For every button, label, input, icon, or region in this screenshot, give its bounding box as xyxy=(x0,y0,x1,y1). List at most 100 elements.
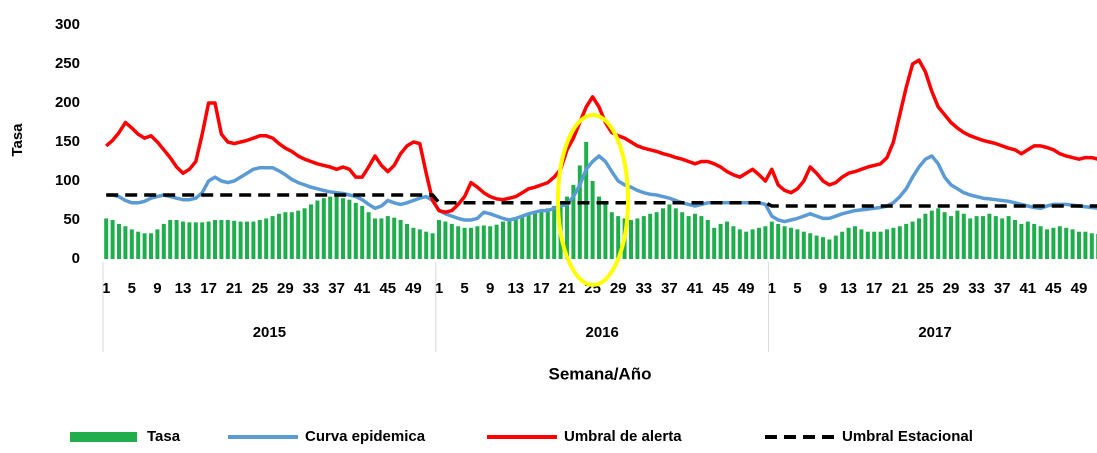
x-tick-label: 49 xyxy=(1071,280,1088,297)
bar xyxy=(680,212,685,259)
bar xyxy=(923,213,928,259)
bar xyxy=(264,218,269,259)
x-tick-label: 33 xyxy=(968,280,985,297)
bar xyxy=(1057,226,1062,259)
bar xyxy=(283,212,288,259)
plot-area: 1 5 9 13 17 21 25 29 33 37 41 45 49 1 5 9 13 17 21 25 29 33 37… xyxy=(102,58,1097,352)
bar xyxy=(565,196,569,259)
bar xyxy=(347,199,352,259)
bar xyxy=(987,213,992,259)
bar xyxy=(193,222,198,259)
bar xyxy=(181,221,185,259)
bar xyxy=(795,229,800,259)
bar xyxy=(462,227,467,259)
bar xyxy=(872,231,877,259)
bar xyxy=(1038,226,1043,259)
line xyxy=(105,58,1097,214)
bar xyxy=(1051,227,1056,259)
bar xyxy=(846,227,851,259)
bar xyxy=(673,208,678,259)
bar xyxy=(603,204,608,259)
x-tick-label: 1 xyxy=(435,280,443,297)
bar xyxy=(360,205,365,259)
bar xyxy=(929,210,934,259)
x-tick-label: 49 xyxy=(405,280,422,297)
bar xyxy=(853,226,857,259)
bar xyxy=(814,235,819,259)
bar xyxy=(501,221,505,259)
bar xyxy=(757,227,761,259)
x-tick-label: 9 xyxy=(819,280,827,297)
x-tick-label: 33 xyxy=(303,280,320,297)
bar xyxy=(718,223,723,259)
x-tick-label: 1 xyxy=(768,280,776,297)
bar xyxy=(827,239,832,259)
bar xyxy=(577,165,582,259)
bar xyxy=(321,198,326,259)
bar xyxy=(597,196,601,259)
bar xyxy=(123,226,128,259)
bar xyxy=(776,223,781,259)
bar xyxy=(539,210,544,259)
bar xyxy=(213,220,217,259)
bar xyxy=(424,231,429,259)
bar xyxy=(981,216,985,259)
bar xyxy=(277,213,281,259)
bar xyxy=(571,184,576,259)
bar xyxy=(251,221,256,259)
bar xyxy=(411,227,416,259)
bar xyxy=(955,210,960,259)
bar xyxy=(1000,218,1005,259)
bar xyxy=(1032,223,1037,259)
bar xyxy=(481,225,486,259)
bar xyxy=(443,221,448,259)
x-tick-label: 29 xyxy=(943,280,960,297)
x-tick-label: 25 xyxy=(251,280,268,297)
bar xyxy=(1025,221,1030,259)
bar xyxy=(117,223,121,259)
bar xyxy=(373,218,377,259)
bar xyxy=(257,220,262,259)
x-tick-label: 45 xyxy=(712,280,729,297)
bar xyxy=(661,208,665,259)
bar xyxy=(142,233,147,259)
x-tick-label: 37 xyxy=(994,280,1011,297)
x-tick-label: 5 xyxy=(793,280,801,297)
bar xyxy=(149,233,153,259)
bar xyxy=(949,216,953,259)
x-tick-label: 1 xyxy=(102,280,110,297)
x-tick-label: 29 xyxy=(277,280,294,297)
group-label: 2017 xyxy=(918,324,951,341)
bar xyxy=(174,220,179,259)
x-tick-label: 13 xyxy=(507,280,524,297)
bar xyxy=(993,216,998,259)
bar xyxy=(315,200,320,259)
bar xyxy=(609,212,614,259)
bar xyxy=(904,223,909,259)
x-tick-label: 41 xyxy=(687,280,704,297)
bar xyxy=(469,227,473,259)
y-tick-label: 200 xyxy=(55,94,80,111)
bar xyxy=(520,216,525,259)
bar xyxy=(328,196,333,259)
bar xyxy=(859,229,864,259)
bar xyxy=(392,217,397,259)
bar xyxy=(289,212,294,259)
highlight-ellipse xyxy=(556,113,630,287)
bar xyxy=(417,229,422,259)
bar xyxy=(936,208,941,259)
bar xyxy=(917,218,921,259)
legend-swatch xyxy=(70,432,137,442)
bar xyxy=(885,229,889,259)
bar xyxy=(136,231,141,259)
bar xyxy=(1077,231,1081,259)
line xyxy=(106,154,1097,224)
x-tick-label: 25 xyxy=(917,280,934,297)
legend-label: Curva epidemica xyxy=(305,428,426,445)
group-label: 2015 xyxy=(253,324,286,341)
x-tick-label: 41 xyxy=(1019,280,1036,297)
bar xyxy=(1089,233,1094,259)
dashed-line xyxy=(106,193,1097,208)
bar xyxy=(161,223,166,259)
